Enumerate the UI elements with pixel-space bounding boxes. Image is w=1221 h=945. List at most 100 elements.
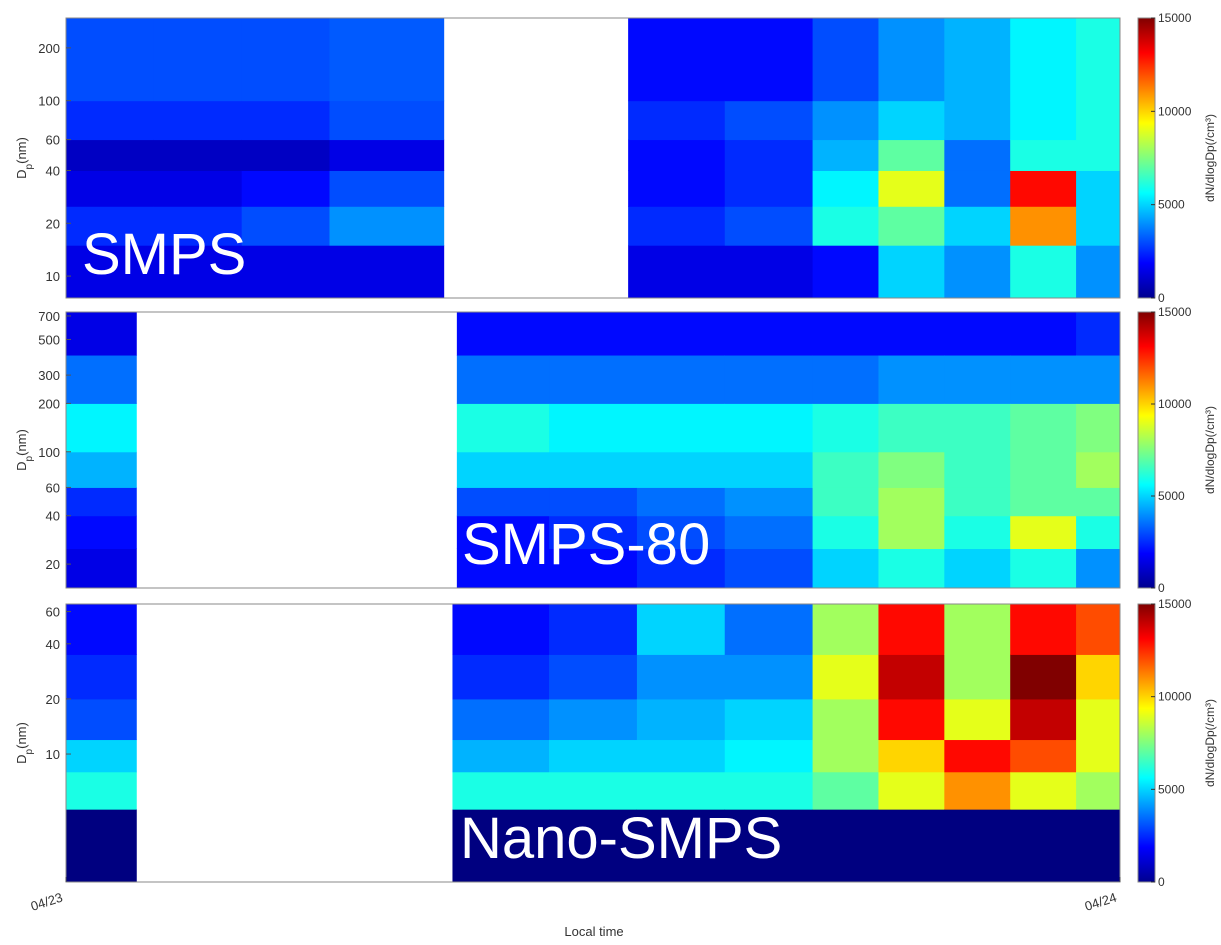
heatmap-cell	[452, 654, 550, 700]
heatmap-cell	[153, 100, 243, 141]
heatmap-cell	[549, 355, 638, 404]
y-tick-label: 60	[46, 133, 60, 148]
heatmap-cell	[1076, 548, 1121, 589]
y-tick-label: 700	[38, 309, 60, 324]
heatmap-cell	[549, 604, 638, 655]
heatmap-cell	[944, 698, 1011, 741]
heatmap-cell	[812, 451, 879, 488]
heatmap-cell	[549, 451, 638, 488]
y-tick-label: 20	[46, 216, 60, 231]
y-label-unit: (nm)	[14, 722, 29, 749]
heatmap-cell	[724, 312, 814, 356]
y-label-unit: (nm)	[14, 137, 29, 164]
heatmap-cell	[636, 403, 726, 453]
heatmap-cell	[1010, 515, 1077, 550]
y-axis-label: Dp(nm)	[14, 429, 35, 471]
heatmap-cell	[1010, 206, 1077, 246]
colorbar	[1137, 17, 1156, 299]
heatmap-cell	[812, 654, 879, 700]
heatmap-cell	[724, 739, 814, 773]
heatmap-cell	[1076, 355, 1121, 404]
heatmap-cell	[66, 245, 155, 299]
y-axis-label: Dp(nm)	[14, 722, 35, 764]
heatmap-cell	[549, 739, 638, 773]
y-axis-label: Dp(nm)	[14, 137, 35, 179]
heatmap-cell	[549, 809, 638, 883]
y-label-sub: p	[24, 455, 35, 461]
heatmap-cell	[944, 403, 1011, 453]
heatmap-cell	[944, 355, 1011, 404]
colorbar-tick-label: 15000	[1158, 597, 1192, 611]
y-tick-label: 500	[38, 332, 60, 347]
y-tick-label: 10	[46, 269, 60, 284]
heatmap-cell	[456, 312, 550, 356]
colorbar	[1137, 311, 1156, 589]
heatmap-cell	[1076, 809, 1121, 883]
heatmap-cell	[1076, 139, 1121, 171]
heatmap-cell	[1010, 771, 1077, 810]
heatmap-cell	[1076, 100, 1121, 141]
heatmap-cell	[724, 100, 814, 141]
colorbar-tick-label: 5000	[1158, 198, 1185, 212]
colorbar-tick-label: 10000	[1158, 104, 1192, 118]
y-tick-label: 40	[46, 637, 60, 652]
heatmap-cell	[812, 170, 879, 207]
heatmap-cell	[456, 355, 550, 404]
heatmap-cell	[456, 451, 550, 488]
plot-frame	[65, 17, 1121, 299]
heatmap-cell	[1076, 604, 1121, 655]
heatmap-cell	[66, 515, 137, 550]
heatmap-cell	[549, 515, 638, 550]
heatmap-cell	[329, 206, 445, 246]
heatmap-cell	[456, 548, 550, 589]
heatmap-cell	[944, 312, 1011, 356]
heatmap-cell	[66, 604, 137, 655]
heatmap-cell	[812, 100, 879, 141]
heatmap-cell	[878, 355, 945, 404]
heatmap-cell	[944, 170, 1011, 207]
heatmap-cell	[636, 698, 726, 741]
heatmap-cell	[812, 771, 879, 810]
heatmap-cell	[241, 18, 330, 102]
heatmap-cell	[944, 206, 1011, 246]
heatmap-cell	[878, 100, 945, 141]
heatmap-cell	[878, 312, 945, 356]
heatmap-cell	[1010, 245, 1077, 299]
heatmap-cell	[878, 548, 945, 589]
heatmap-cell	[1010, 548, 1077, 589]
plot-frame	[65, 311, 1121, 589]
heatmap-cell	[724, 451, 814, 488]
heatmap-cell	[1010, 451, 1077, 488]
heatmap-cell	[329, 18, 445, 102]
heatmap-cell	[1010, 654, 1077, 700]
y-label-main: D	[14, 169, 29, 178]
heatmap-cell	[812, 355, 879, 404]
x-axis-label: Local time	[564, 924, 623, 939]
heatmap-cell	[636, 355, 726, 404]
heatmap-cell	[724, 515, 814, 550]
heatmap-cell	[452, 809, 550, 883]
heatmap-cell	[724, 654, 814, 700]
y-tick-label: 40	[46, 509, 60, 524]
y-tick-label: 100	[38, 94, 60, 109]
heatmap-cell	[944, 515, 1011, 550]
heatmap-cell	[878, 139, 945, 171]
heatmap-cell	[724, 170, 814, 207]
heatmap-cell	[878, 451, 945, 488]
heatmap-cell	[812, 206, 879, 246]
heatmap-cell	[1076, 515, 1121, 550]
panel-label: SMPS	[82, 222, 246, 287]
heatmap-cell	[628, 170, 726, 207]
heatmap-cell	[1010, 139, 1077, 171]
heatmap-cell	[1076, 487, 1121, 517]
heatmap-cell	[1076, 18, 1121, 102]
heatmap-cell	[1010, 487, 1077, 517]
heatmap-cell	[944, 654, 1011, 700]
heatmap-cell	[628, 18, 726, 102]
heatmap-cell	[878, 18, 945, 102]
colorbar-tick-label: 15000	[1158, 11, 1192, 25]
heatmap-cell	[1010, 355, 1077, 404]
colorbar-tick-label: 5000	[1158, 782, 1185, 796]
heatmap-cell	[628, 100, 726, 141]
